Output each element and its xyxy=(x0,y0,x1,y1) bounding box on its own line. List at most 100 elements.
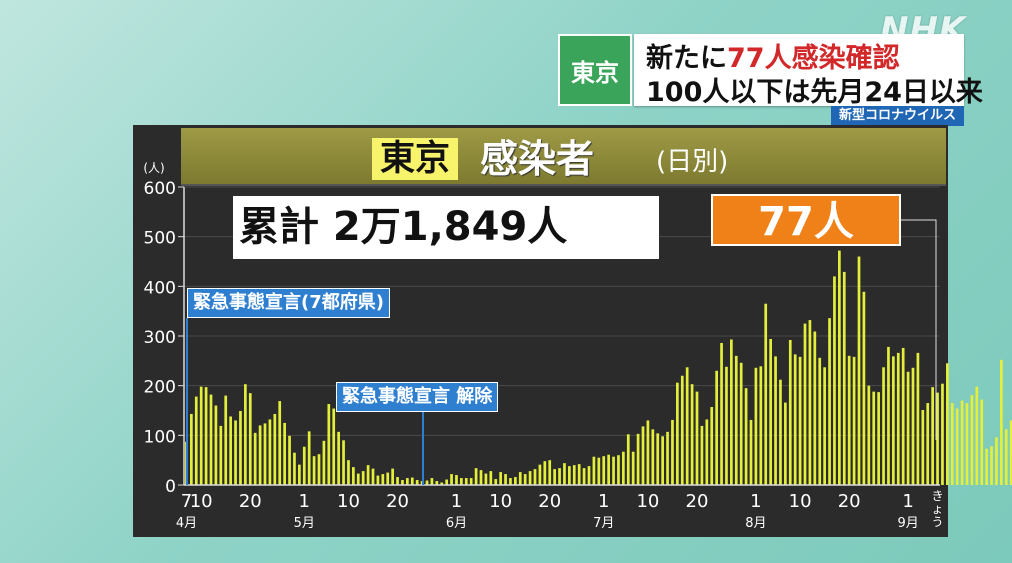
bar xyxy=(793,354,797,485)
bar xyxy=(995,437,998,485)
bar xyxy=(946,363,949,485)
bar xyxy=(666,431,669,485)
bar xyxy=(710,407,714,485)
bar xyxy=(985,448,988,485)
bar xyxy=(322,440,326,485)
bar xyxy=(288,435,291,485)
caption-line-1-highlight: 77人感染確認 xyxy=(727,43,900,74)
emergency-lifted-label: 緊急事態宣言 解除 xyxy=(336,382,499,412)
bar xyxy=(872,391,876,485)
bar xyxy=(838,250,841,485)
x-tick-label: 1 xyxy=(750,491,761,512)
bar xyxy=(734,355,738,485)
bar xyxy=(901,347,905,485)
bar xyxy=(887,346,890,485)
bar xyxy=(406,478,409,485)
x-tick-label-today: う xyxy=(932,515,944,529)
bar xyxy=(533,469,537,485)
bar xyxy=(514,477,517,485)
x-tick-label: 20 xyxy=(538,491,561,512)
bar xyxy=(430,478,434,485)
bar xyxy=(641,426,645,485)
bar xyxy=(543,461,547,485)
bar xyxy=(538,464,542,485)
bar xyxy=(833,276,836,485)
bar xyxy=(337,431,340,485)
bar xyxy=(224,395,228,485)
y-tick-label: 100 xyxy=(144,427,176,447)
bar xyxy=(754,367,758,485)
bar xyxy=(278,401,282,485)
x-tick-label: 1 xyxy=(902,491,913,512)
y-tick-label: 300 xyxy=(144,328,176,348)
bar xyxy=(460,478,463,485)
bar xyxy=(617,455,620,485)
bar xyxy=(312,456,316,485)
x-tick-label: 10 xyxy=(190,491,213,512)
bar xyxy=(263,423,267,485)
bar xyxy=(553,469,556,485)
caption-text-box: 新たに77人感染確認 100人以下は先月24日以来 xyxy=(634,34,983,108)
bar xyxy=(396,477,399,485)
bar xyxy=(401,480,404,485)
bar xyxy=(592,456,596,485)
bar xyxy=(759,366,763,485)
bar xyxy=(921,410,925,485)
bar xyxy=(258,425,262,485)
bar xyxy=(690,384,694,485)
bar xyxy=(622,451,625,485)
bar xyxy=(568,466,571,485)
bar xyxy=(749,419,753,485)
bar xyxy=(626,434,630,485)
bar xyxy=(268,419,272,485)
y-tick-label: 500 xyxy=(144,229,176,249)
bar xyxy=(415,480,419,485)
bar xyxy=(720,342,723,485)
y-tick-label: 400 xyxy=(144,278,176,298)
bar xyxy=(788,339,792,485)
bar xyxy=(332,408,336,485)
caption-topic-tag: 新型コロナウイルス xyxy=(830,106,964,126)
bar xyxy=(671,419,674,485)
x-tick-label: 1 xyxy=(451,491,462,512)
x-tick-label: 1 xyxy=(598,491,609,512)
bar xyxy=(769,338,772,485)
bar xyxy=(489,471,493,485)
bar xyxy=(504,474,507,485)
bar xyxy=(941,383,944,485)
caption-region-badge: 東京 xyxy=(558,34,632,106)
bar xyxy=(705,419,709,485)
bar xyxy=(440,482,444,485)
bar xyxy=(410,477,414,485)
bar xyxy=(523,474,527,485)
bar xyxy=(425,480,429,485)
bar xyxy=(808,320,812,485)
bar xyxy=(926,403,930,485)
bar xyxy=(803,323,807,485)
caption-line-1-prefix: 新たに xyxy=(646,43,727,74)
x-month-label: 7月 xyxy=(593,516,614,531)
bar xyxy=(244,384,247,485)
bar xyxy=(391,468,394,485)
bar xyxy=(577,464,581,485)
bar xyxy=(680,375,684,485)
bar xyxy=(509,478,512,485)
x-month-label: 6月 xyxy=(446,516,467,531)
bar xyxy=(676,382,679,485)
x-month-label: 8月 xyxy=(745,516,766,531)
bar xyxy=(715,370,718,485)
bar xyxy=(823,367,826,485)
bar xyxy=(587,466,591,485)
bar xyxy=(955,408,959,485)
bar xyxy=(980,399,984,485)
bar xyxy=(695,391,699,485)
bar xyxy=(602,456,606,485)
bar xyxy=(842,271,846,485)
bar xyxy=(1000,359,1003,485)
today-pointer-line xyxy=(901,219,937,440)
bar xyxy=(381,474,385,485)
y-axis-label: (人) xyxy=(143,161,164,175)
bar xyxy=(190,413,193,485)
bar xyxy=(911,367,915,485)
bar xyxy=(273,413,277,485)
